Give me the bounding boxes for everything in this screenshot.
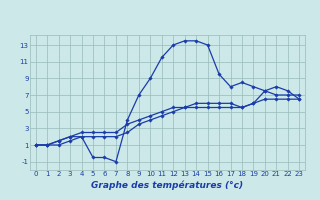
X-axis label: Graphe des températures (°c): Graphe des températures (°c) (92, 180, 244, 190)
